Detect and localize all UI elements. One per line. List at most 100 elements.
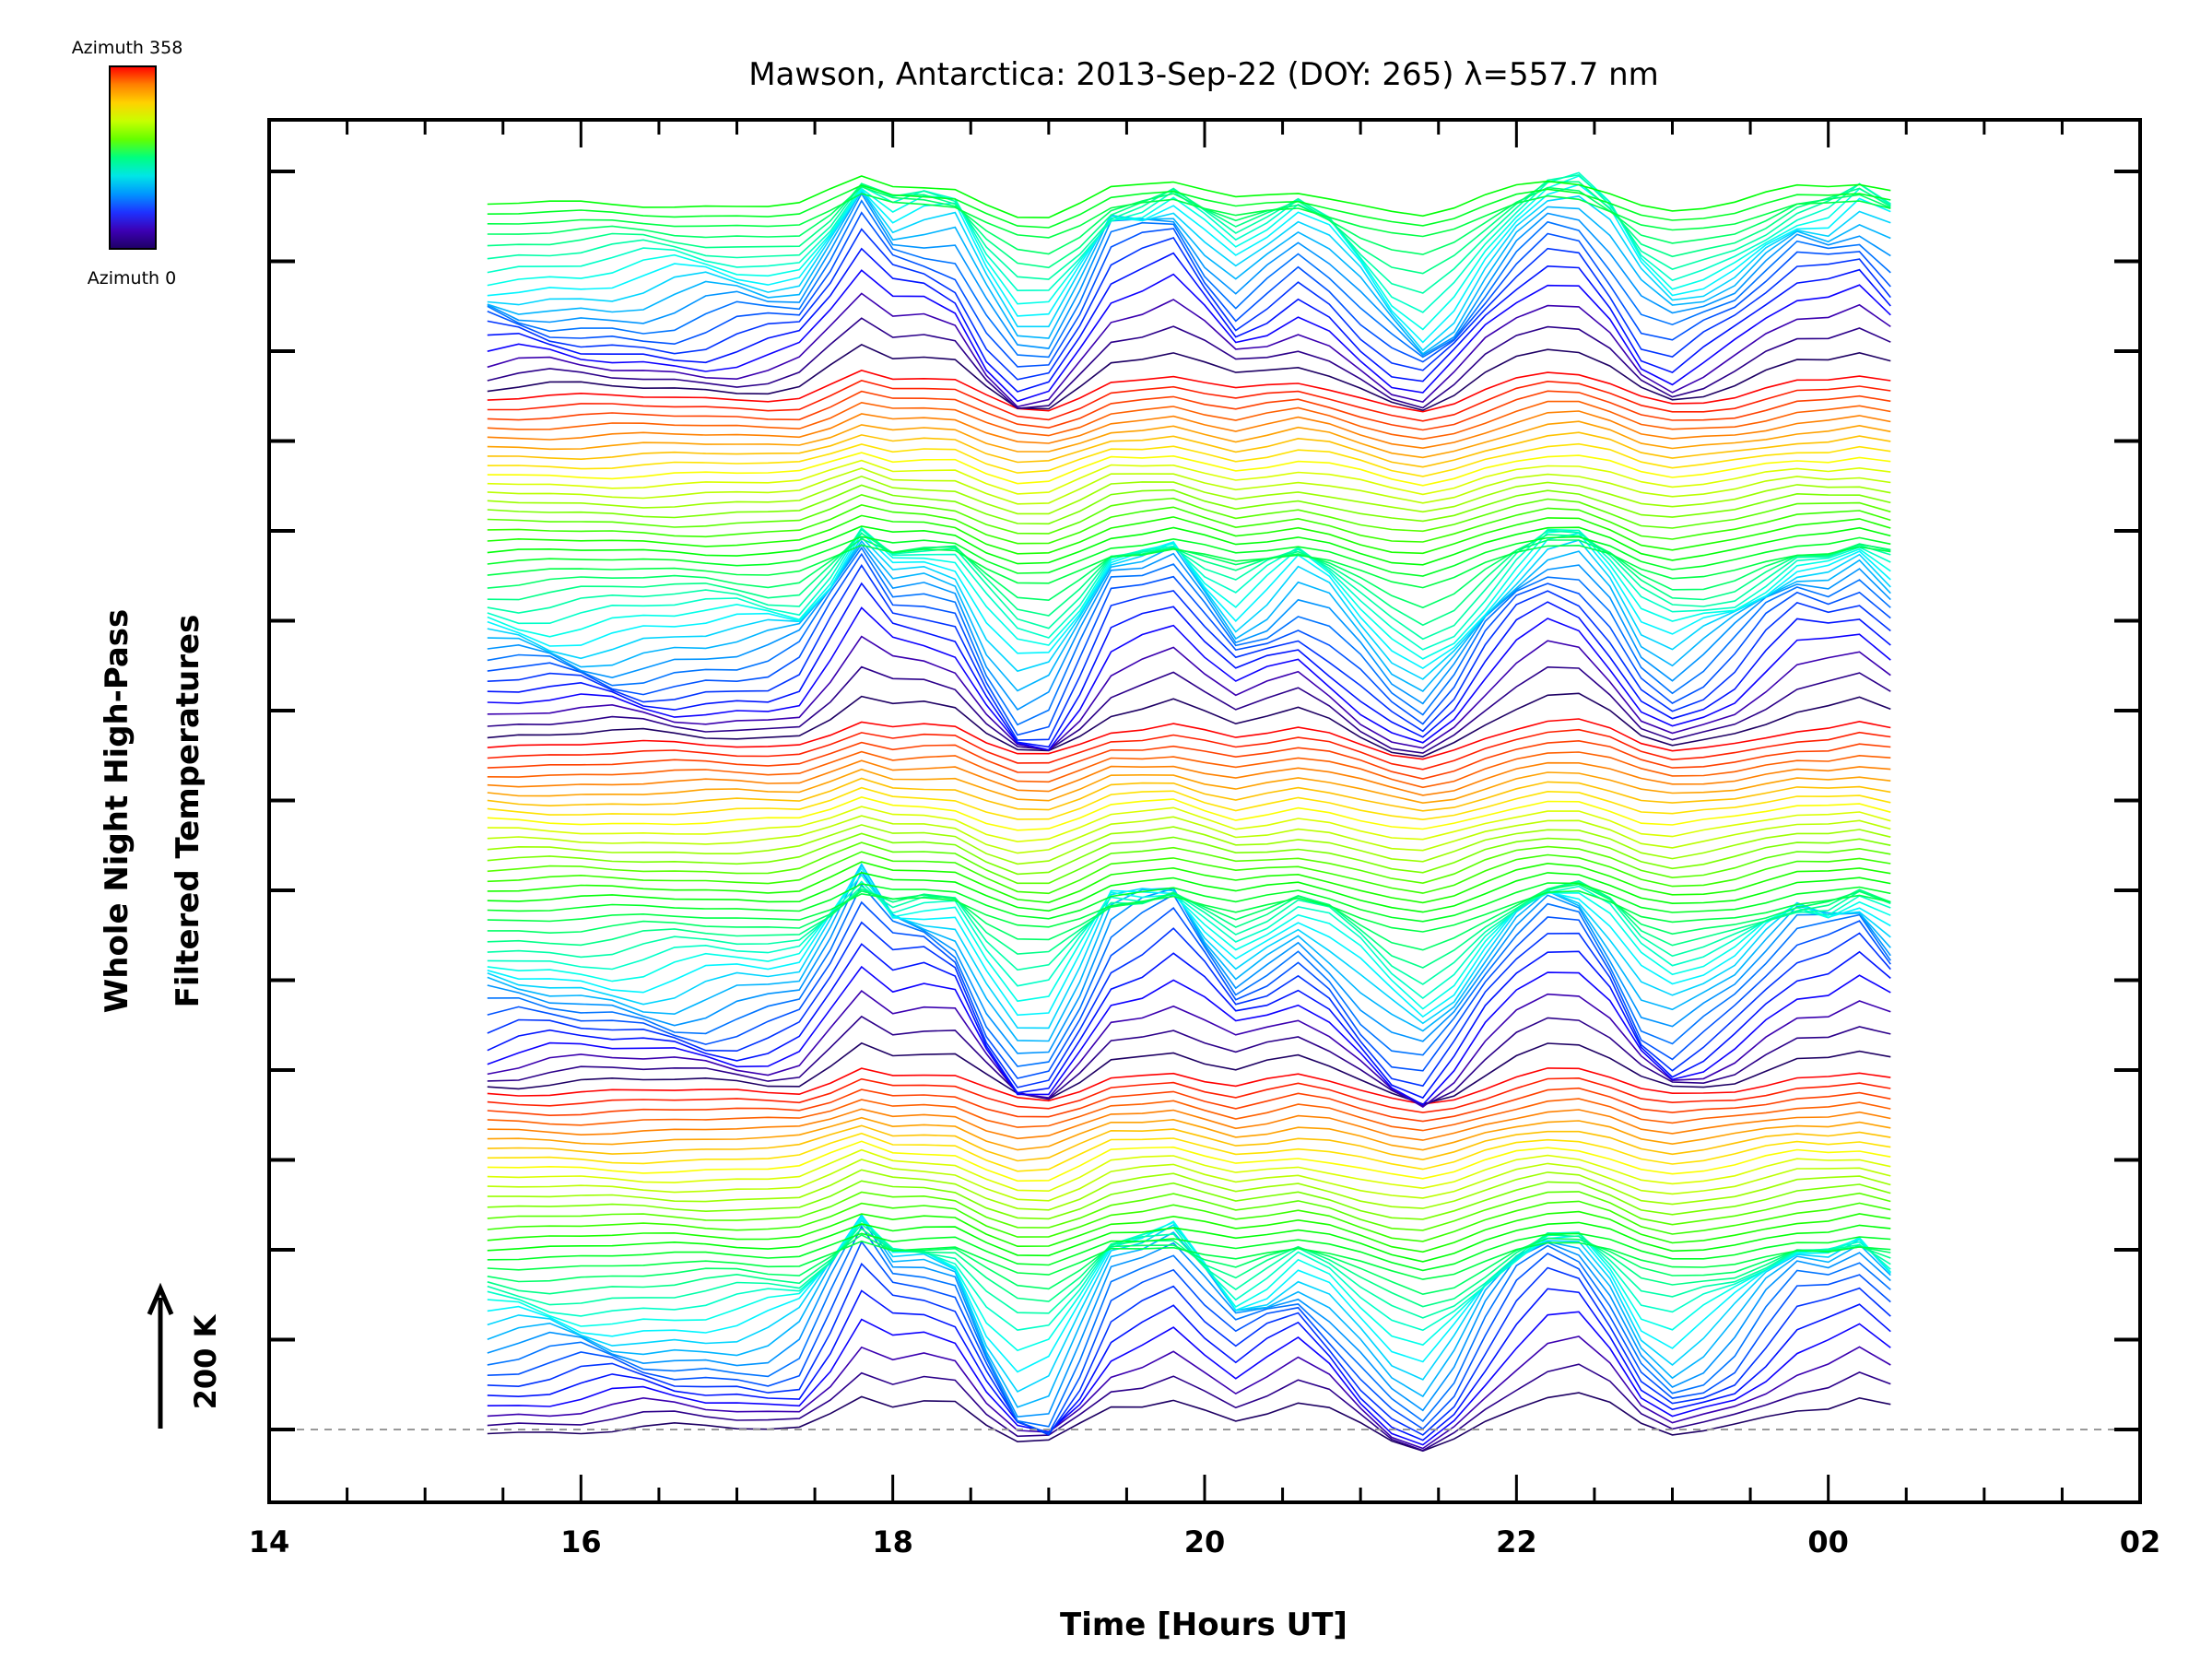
series-line — [487, 965, 1891, 1106]
series-line — [487, 1067, 1891, 1105]
series-line — [487, 452, 1891, 487]
series-line — [487, 1240, 1891, 1435]
y-axis-label-line2: Filtered Temperatures — [170, 615, 206, 1008]
series-line — [487, 665, 1891, 754]
series-line — [487, 635, 1891, 751]
series-line — [487, 484, 1891, 525]
series-line — [487, 861, 1891, 904]
x-tick-label: 18 — [872, 1524, 913, 1559]
x-axis-label: Time [Hours UT] — [1060, 1606, 1347, 1643]
colorbar-gradient — [109, 65, 157, 250]
series-line — [487, 173, 1891, 294]
series-line — [487, 768, 1891, 805]
series-line — [487, 192, 1891, 357]
x-tick-label: 22 — [1496, 1524, 1537, 1559]
series-line — [487, 1169, 1891, 1211]
tick-layer — [267, 120, 2142, 1502]
series-line — [487, 552, 1891, 736]
series-line — [487, 211, 1891, 368]
scale-bar-label: 200 K — [188, 1313, 223, 1409]
colorbar-top-label: Azimuth 358 — [72, 38, 183, 58]
series-line — [487, 1217, 1891, 1352]
series-line — [487, 990, 1891, 1108]
series-line — [487, 1311, 1891, 1446]
series-line — [487, 1200, 1891, 1242]
series-line — [487, 459, 1891, 496]
series-line — [487, 750, 1891, 789]
series-line — [487, 1015, 1891, 1107]
series-line — [487, 370, 1891, 413]
series-line — [487, 317, 1891, 410]
series-line — [487, 866, 1891, 1018]
series-line — [487, 193, 1891, 239]
series-line — [487, 175, 1891, 218]
series-line — [487, 1232, 1891, 1272]
series-line — [487, 786, 1891, 821]
series-line — [487, 1124, 1891, 1162]
series-line — [487, 1148, 1891, 1193]
series-line — [487, 410, 1891, 450]
series-line — [487, 815, 1891, 854]
series-line — [487, 1240, 1891, 1280]
series-line — [487, 532, 1891, 627]
series-line — [487, 606, 1891, 751]
series-line — [487, 514, 1891, 555]
series-line — [487, 528, 1891, 660]
series-line — [487, 175, 1891, 331]
series-line — [487, 900, 1891, 1079]
series-line — [487, 563, 1891, 741]
x-tick-label: 00 — [1807, 1524, 1849, 1559]
series-line — [487, 420, 1891, 459]
series-line — [487, 1041, 1891, 1105]
x-tick-labels: 14 16 18 20 22 00 02 — [249, 1524, 2161, 1559]
series-line — [487, 582, 1891, 748]
series-line — [487, 1077, 1891, 1113]
scale-bar-arrowhead — [147, 1282, 174, 1315]
series-line — [487, 543, 1891, 711]
series-line — [487, 544, 1891, 589]
x-tick-label: 20 — [1184, 1524, 1226, 1559]
chart-title: Mawson, Antarctica: 2013-Sep-22 (DOY: 26… — [748, 56, 1659, 93]
series-line — [487, 692, 1891, 758]
series-line — [487, 504, 1891, 545]
series-line — [487, 183, 1891, 344]
series-line — [487, 475, 1891, 515]
series-line — [487, 841, 1891, 885]
series-line — [487, 863, 1891, 1030]
series-line — [487, 739, 1891, 780]
series-line — [487, 883, 1891, 1067]
series-line — [487, 442, 1891, 477]
series-line — [487, 824, 1891, 865]
series-line — [487, 1180, 1891, 1220]
series-line — [487, 777, 1891, 812]
series-line — [487, 269, 1891, 403]
series-line — [487, 1098, 1891, 1132]
colorbar: Azimuth 358 Azimuth 0 — [72, 38, 183, 288]
series-line — [487, 921, 1891, 1088]
series-line — [487, 1215, 1891, 1373]
series-line — [487, 343, 1891, 412]
series-line — [487, 431, 1891, 468]
series-line — [487, 188, 1891, 352]
series-line — [487, 874, 1891, 1010]
series-line — [487, 199, 1891, 359]
series-line — [487, 1159, 1891, 1202]
series-line — [487, 718, 1891, 760]
series-line — [487, 882, 1891, 923]
series-line — [487, 806, 1891, 843]
series-line — [487, 1233, 1891, 1296]
series-line — [487, 493, 1891, 535]
series-line — [487, 380, 1891, 422]
series-line — [487, 1087, 1891, 1123]
series-line — [487, 547, 1891, 726]
series-line — [487, 467, 1891, 505]
series-line — [487, 171, 1891, 313]
x-tick-label: 14 — [249, 1524, 290, 1559]
series-line — [487, 1219, 1891, 1332]
series-line — [487, 525, 1891, 566]
series-line — [487, 871, 1891, 913]
series-line — [487, 247, 1891, 393]
x-tick-label: 16 — [560, 1524, 602, 1559]
series-line — [487, 1116, 1891, 1151]
series-line — [487, 728, 1891, 771]
